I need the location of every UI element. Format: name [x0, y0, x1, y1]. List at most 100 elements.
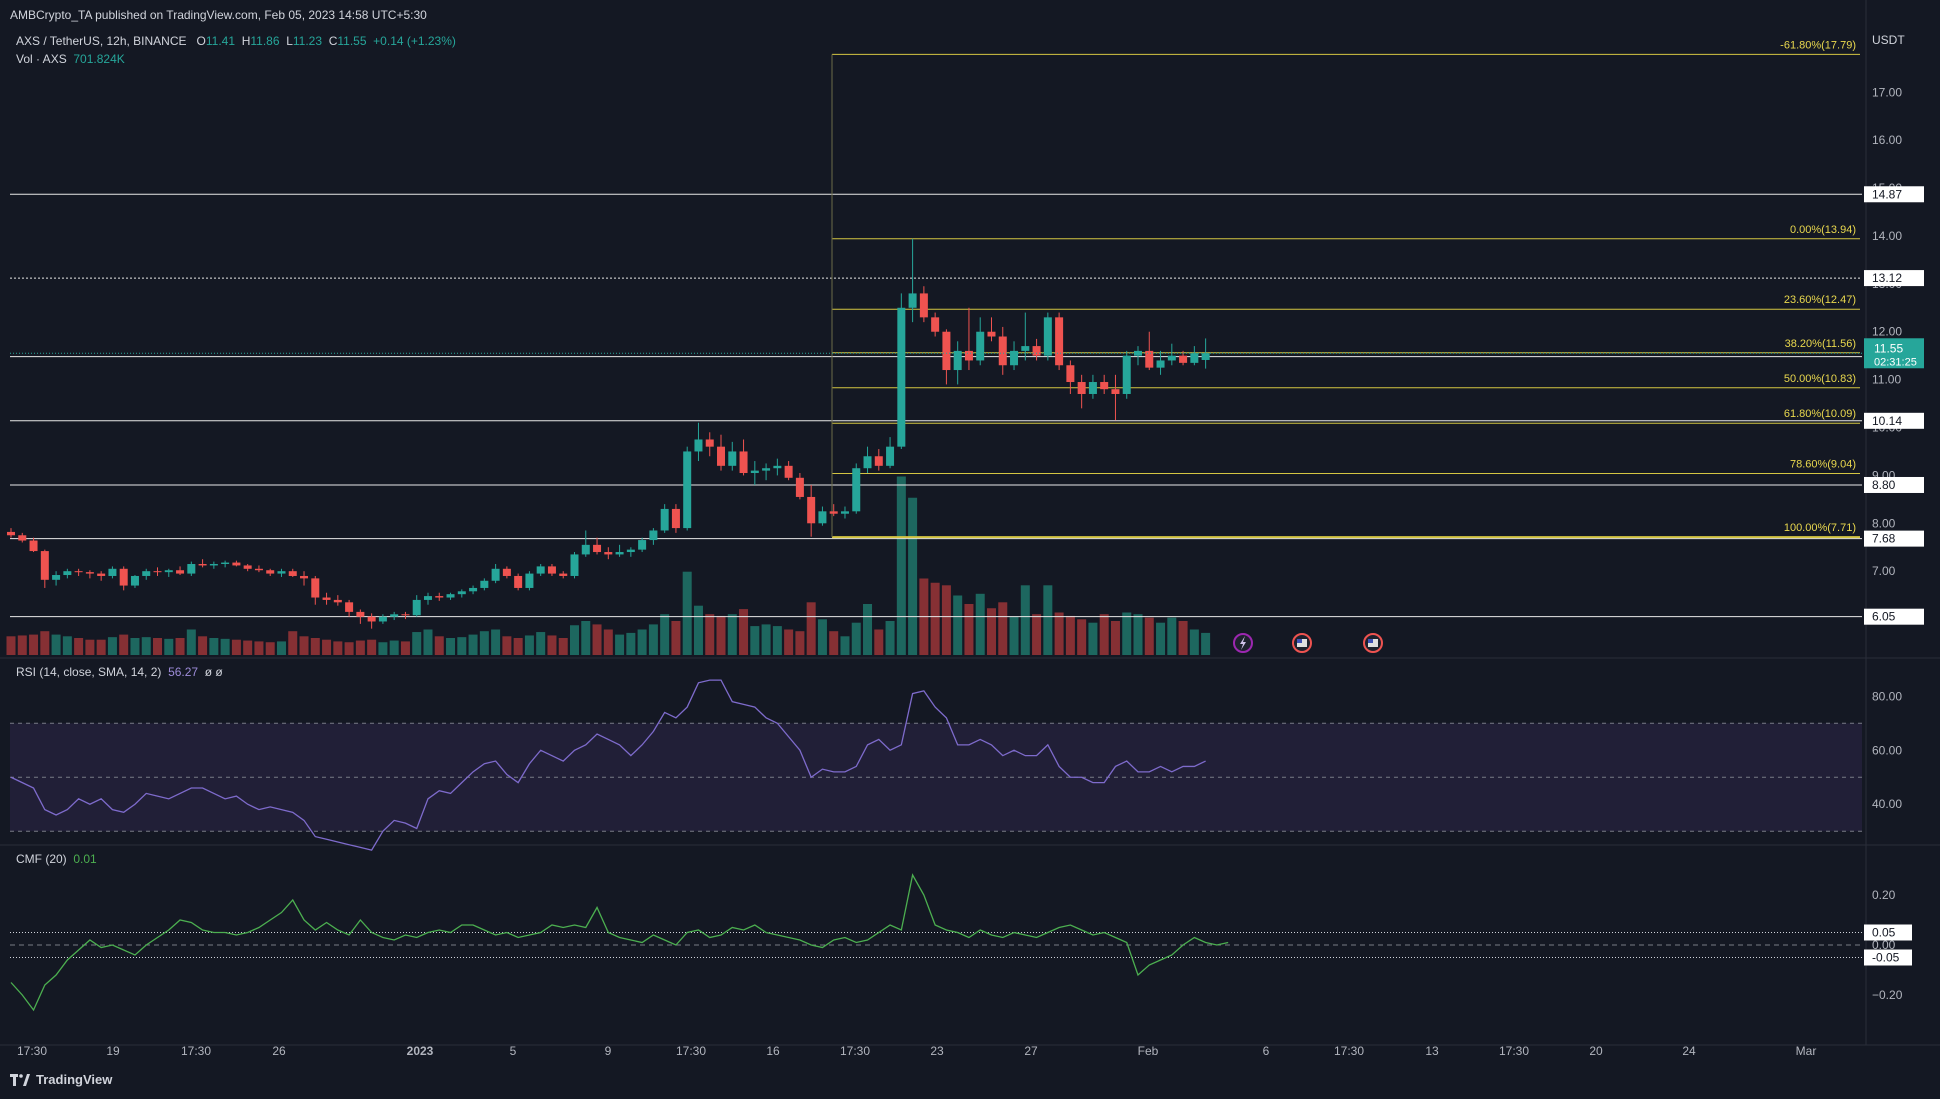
time-tick-label: 17:30 [840, 1044, 870, 1058]
candle-body [29, 540, 38, 552]
price-tick-label: 16.00 [1872, 133, 1902, 147]
volume-bar [806, 602, 816, 655]
candle-body [469, 587, 478, 592]
candle-body [322, 597, 331, 600]
volume-bar [1065, 615, 1075, 655]
volume-bar [603, 629, 613, 655]
candle-body [1100, 382, 1109, 390]
volume-bar [716, 615, 726, 655]
volume-bar [784, 629, 794, 655]
candle-body [356, 611, 365, 617]
candle-body [976, 331, 985, 361]
volume-bar [1077, 619, 1087, 655]
volume-bar [536, 632, 546, 655]
time-tick-label: 27 [1024, 1044, 1038, 1058]
lightning-icon [1233, 633, 1253, 653]
candle-body [401, 614, 410, 616]
volume-bar [231, 639, 241, 655]
volume-label[interactable]: Vol · AXS [16, 52, 67, 66]
time-tick-label: 5 [510, 1044, 517, 1058]
volume-bar [671, 621, 681, 655]
candle-body [457, 591, 466, 595]
candle-body [1088, 382, 1097, 394]
candle-body [52, 575, 61, 580]
volume-bar [502, 636, 512, 655]
fib-level-label: 50.00%(10.83) [1784, 373, 1856, 385]
volume-bar [975, 593, 985, 655]
symbol-label[interactable]: AXS / TetherUS, 12h, BINANCE [16, 34, 187, 48]
cmf-level-tag [1864, 949, 1912, 966]
fib-level-label: 61.80%(10.09) [1784, 408, 1856, 420]
candle-body [1055, 317, 1064, 366]
volume-bar [930, 582, 940, 655]
volume-bar [637, 629, 647, 655]
candle-body [130, 575, 139, 586]
volume-bar [434, 636, 444, 655]
candle-body [491, 568, 500, 581]
volume-bar [288, 631, 298, 655]
candle-body [18, 535, 27, 541]
price-tick-label: 8.00 [1872, 516, 1896, 530]
cmf-legend: CMF (20) 0.01 [16, 852, 97, 866]
volume-bar [558, 638, 568, 655]
close-value: 11.55 [337, 34, 367, 48]
volume-bar [513, 638, 523, 655]
high-value: 11.86 [250, 34, 280, 48]
us-flag-icon [1363, 633, 1383, 653]
volume-bar [908, 497, 918, 655]
candle-body [626, 549, 635, 553]
candle-body [998, 336, 1007, 366]
candle-body [784, 465, 793, 478]
volume-bar [1088, 622, 1098, 655]
rsi-label[interactable]: RSI (14, close, SMA, 14, 2) [16, 665, 162, 679]
close-label: C [328, 34, 338, 48]
low-label: L [286, 34, 293, 48]
volume-bar [74, 638, 84, 655]
candle-body [119, 568, 128, 586]
volume-bar [693, 605, 703, 655]
candle-body [964, 350, 973, 361]
price-level-label: 8.80 [1872, 478, 1896, 492]
volume-bar [254, 641, 264, 655]
candle-body [559, 573, 568, 576]
candle-body [570, 554, 579, 576]
candle-body [142, 571, 151, 576]
candle-body [547, 566, 556, 574]
low-value: 11.23 [292, 34, 323, 48]
candle-body [874, 456, 883, 466]
tradingview-logo-icon [10, 1073, 30, 1086]
time-tick-label: 6 [1263, 1044, 1270, 1058]
candle-body [164, 570, 173, 573]
volume-bar [310, 638, 320, 655]
volume-bar [130, 638, 140, 655]
candle-body [85, 572, 94, 574]
candle-body [435, 596, 444, 598]
price-level-tag [1864, 412, 1924, 429]
volume-bar [153, 638, 163, 655]
volume-bar [795, 631, 805, 655]
candle-body [153, 571, 162, 573]
volume-bar [953, 595, 963, 655]
tradingview-brand[interactable]: TradingView [10, 1072, 112, 1087]
volume-bar [265, 642, 275, 655]
time-tick-label: 17:30 [1499, 1044, 1529, 1058]
candle-body [671, 508, 680, 529]
rsi-band [10, 723, 1862, 832]
candle-body [536, 566, 545, 574]
cmf-label[interactable]: CMF (20) [16, 852, 67, 866]
volume-bar [389, 640, 399, 655]
cmf-line [10, 873, 1229, 1012]
volume-value: 701.824K [73, 52, 125, 66]
volume-bar [581, 621, 591, 655]
price-level-tag [1864, 530, 1924, 547]
candle-body [300, 575, 309, 579]
candle-body [852, 468, 861, 512]
candle-body [919, 293, 928, 318]
price-level-tag [1864, 476, 1924, 493]
candle-body [829, 511, 838, 514]
change-value: +0.14 (+1.23%) [373, 34, 456, 48]
time-tick-label: 9 [605, 1044, 612, 1058]
candle-body [615, 552, 624, 555]
candle-body [97, 573, 106, 576]
